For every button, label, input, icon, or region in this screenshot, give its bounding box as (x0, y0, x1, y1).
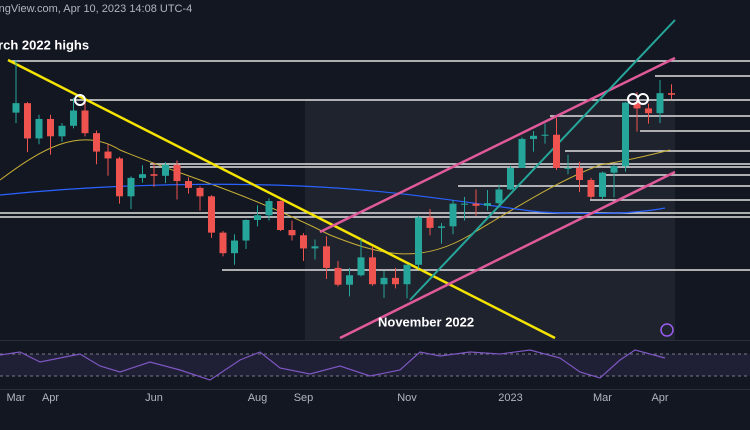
downtrend-line (7, 58, 556, 340)
candle-body (357, 257, 365, 276)
candle-body (300, 235, 307, 249)
candle-body (656, 93, 664, 114)
candle-body (323, 246, 330, 268)
candle-body (461, 203, 468, 205)
header: TradingView.com, Apr 10, 2023 14:08 UTC-… (0, 3, 192, 15)
candle-body (242, 220, 250, 241)
annotation: March 2022 highs (0, 37, 89, 52)
candles (12, 60, 675, 299)
candle-body (311, 246, 319, 249)
candle-body (334, 267, 342, 285)
candle-body (541, 134, 549, 136)
x-tick-label: Apr (651, 392, 668, 404)
candle-body (196, 187, 204, 197)
candle-body (93, 133, 100, 152)
candle-body (415, 217, 422, 265)
marker-circle (637, 93, 649, 105)
candle-body (622, 102, 629, 167)
candle-body (369, 257, 376, 285)
candle-body (610, 166, 618, 173)
candle-body (116, 158, 123, 197)
candle-body (288, 230, 296, 236)
candle-body (403, 264, 411, 285)
candle-body (81, 110, 89, 134)
candle-body (449, 203, 457, 227)
candle-body (645, 108, 652, 114)
marker-circle (74, 94, 86, 106)
candle-body (24, 103, 31, 139)
candle-body (139, 174, 146, 178)
candle-body (564, 167, 572, 169)
candle-body (587, 180, 595, 197)
x-tick-label: Aug (248, 392, 268, 404)
moving-average-50 (0, 139, 671, 255)
channel-upper (319, 56, 676, 234)
candle-body (173, 164, 181, 182)
candle-body (35, 118, 43, 139)
candle-body (162, 164, 169, 176)
candle-body (553, 134, 560, 168)
alert-icon (660, 323, 674, 337)
x-tick-label: Mar (593, 392, 612, 404)
candle-body (12, 103, 20, 113)
candle-body (150, 174, 158, 176)
candle-body (484, 203, 491, 206)
candle-body (668, 93, 675, 95)
channel-lower (339, 170, 676, 340)
candle-body (219, 232, 227, 254)
candle-body (265, 201, 273, 216)
candle-body (104, 151, 112, 159)
candle-body (254, 215, 261, 220)
candle-body (277, 201, 284, 230)
candle-body (127, 177, 135, 197)
annotation: November 2022 (378, 314, 474, 329)
shaded-zone (305, 100, 675, 340)
candle-body (47, 118, 54, 137)
candle-body (472, 203, 480, 206)
candle-body (231, 240, 238, 254)
x-tick-label: Apr (42, 392, 59, 404)
candle-body (70, 110, 77, 126)
x-tick-label: 2023 (498, 392, 522, 404)
candle-body (208, 196, 215, 233)
rsi-band (0, 354, 750, 376)
candle-body (633, 102, 641, 109)
rsi-line (0, 349, 666, 381)
candle-body (392, 277, 399, 285)
candle-body (438, 226, 445, 228)
candle-body (507, 167, 514, 190)
candle-body (346, 275, 353, 285)
candle-body (426, 217, 434, 228)
trend-line (409, 19, 676, 301)
candle-body (530, 135, 537, 139)
candle-body (380, 277, 388, 285)
x-tick-label: Jun (145, 392, 163, 404)
x-tick-label: Sep (294, 392, 314, 404)
candle-body (599, 172, 606, 197)
candle-body (576, 167, 583, 180)
candle-body (185, 181, 192, 188)
candle-body (495, 189, 503, 204)
candle-body (58, 125, 66, 137)
x-tick-label: Mar (7, 392, 26, 404)
x-tick-label: Nov (397, 392, 417, 404)
candle-body (518, 138, 526, 168)
